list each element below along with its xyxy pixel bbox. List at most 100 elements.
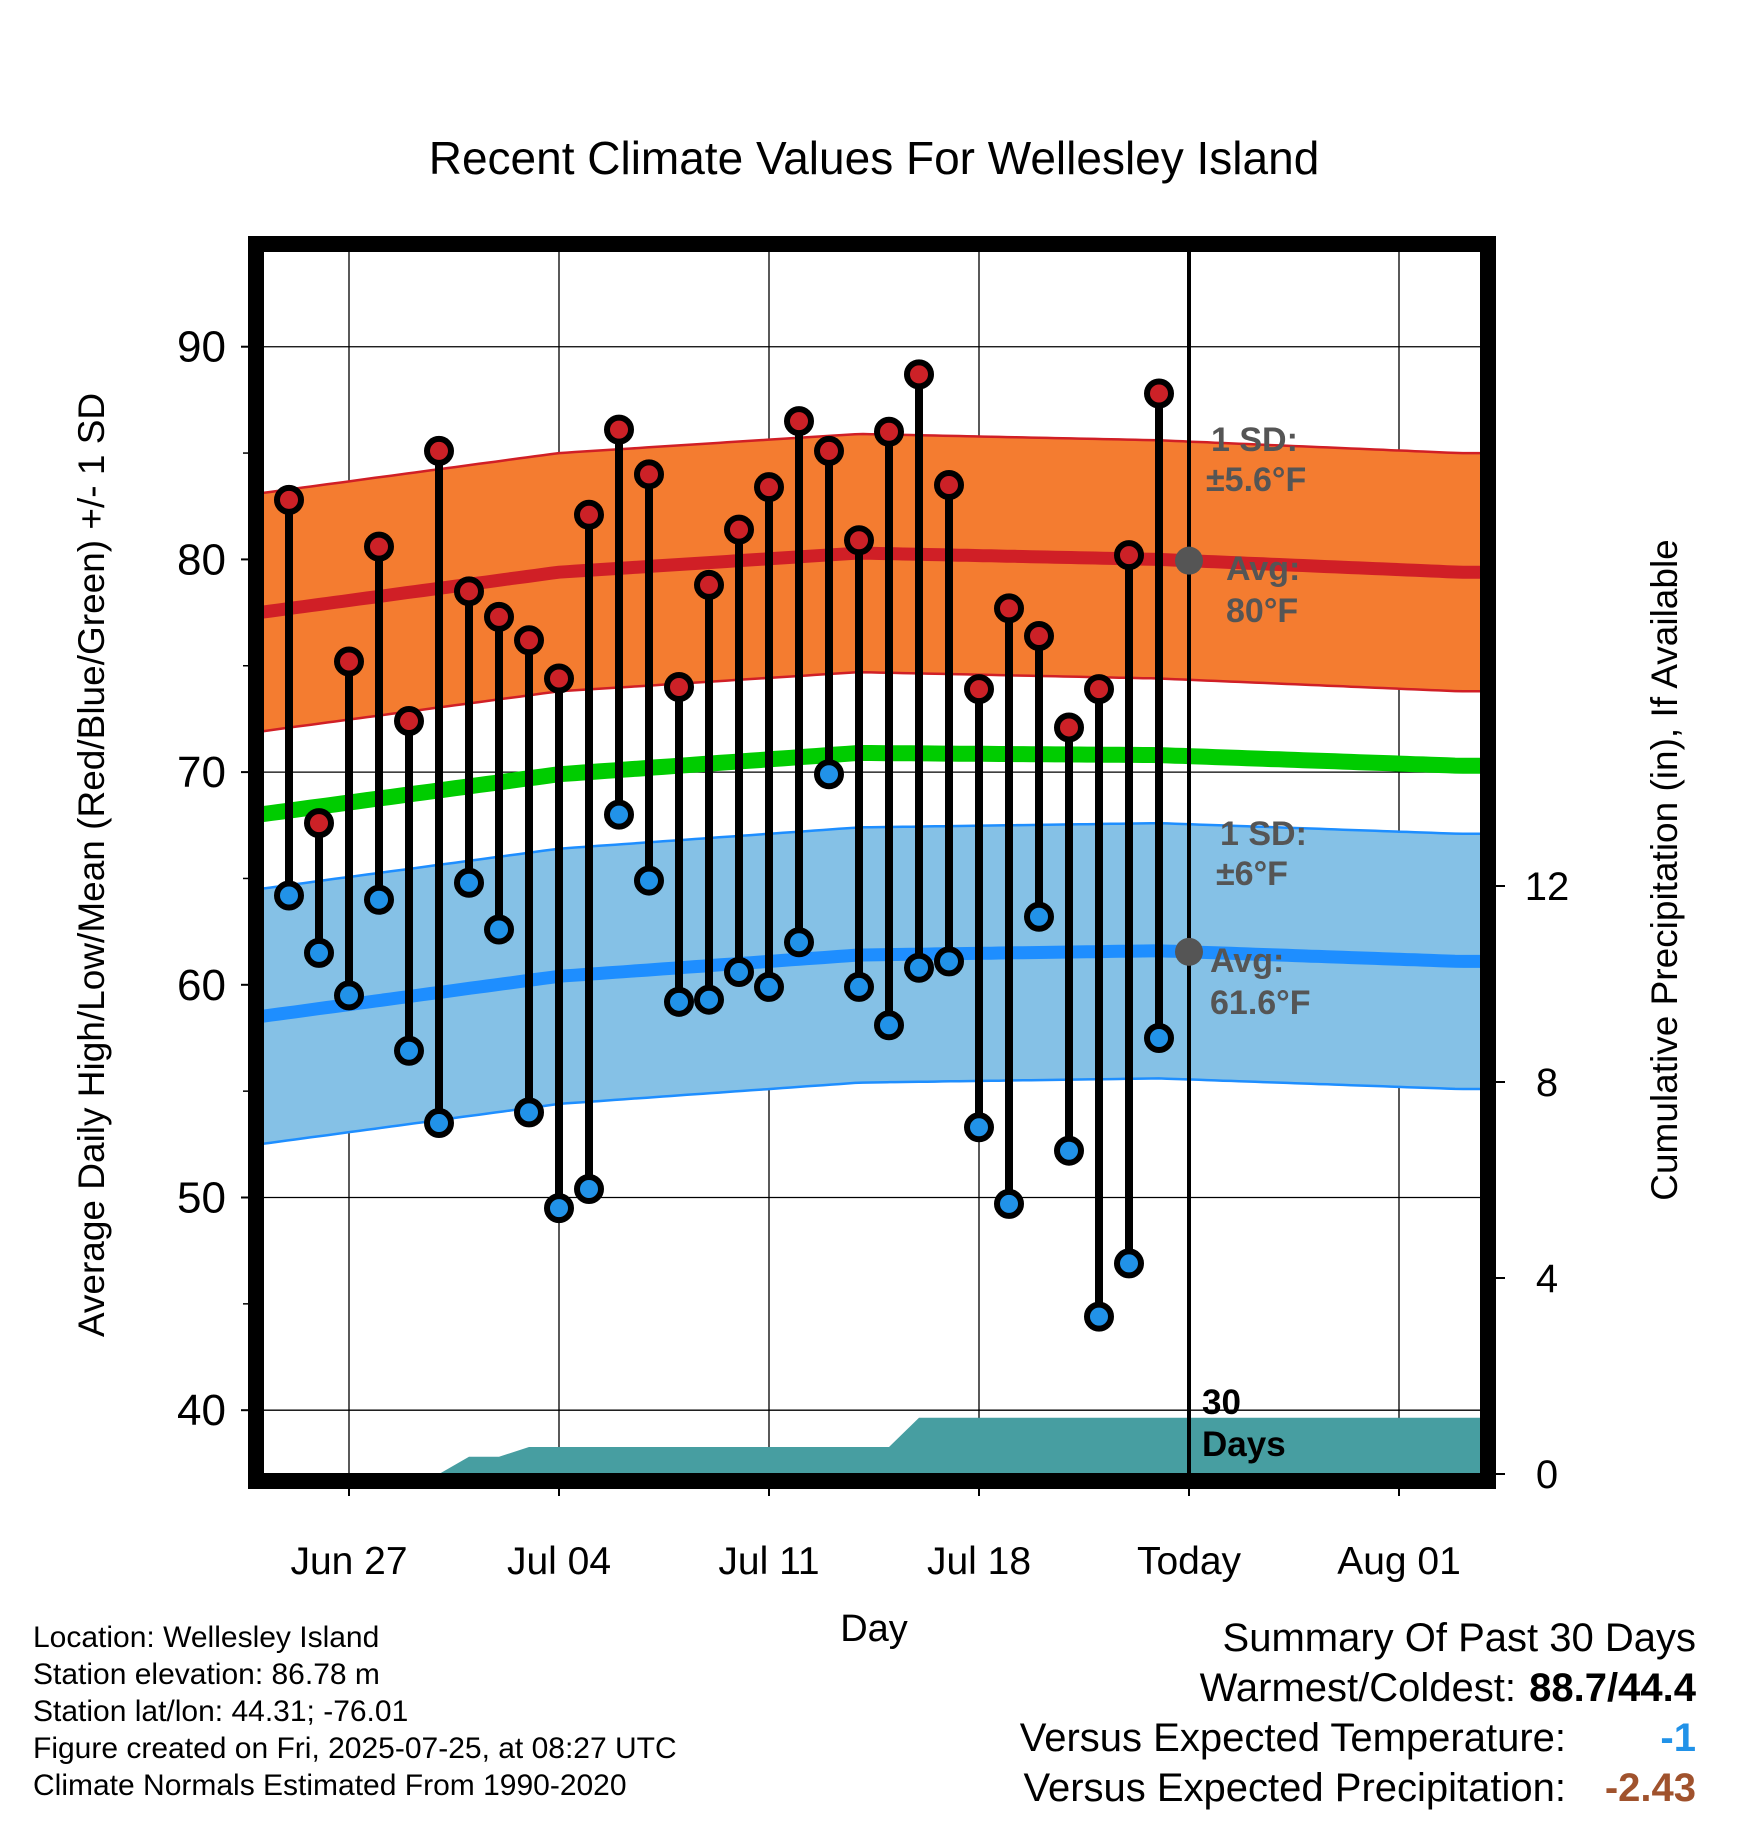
high-avg-value: 80°F (1226, 592, 1298, 630)
daily-high-point (484, 601, 514, 632)
daily-low-point (904, 952, 934, 983)
precip-area (263, 1417, 1481, 1474)
daily-high-point (364, 531, 394, 562)
daily-high-point (1024, 620, 1054, 651)
summary-warm-cold-label: Warmest/Coldest: (1199, 1666, 1516, 1710)
daily-high-point (304, 808, 334, 839)
daily-low-point (994, 1188, 1024, 1219)
y2-tick-label: 4 (1536, 1257, 1558, 1301)
daily-low-point (454, 867, 484, 898)
daily-low-point (724, 957, 754, 988)
avg-low-line (263, 944, 1481, 1023)
low-sd-lower-edge (263, 1077, 1481, 1146)
y2-tick-label: 8 (1536, 1061, 1558, 1105)
y-tick-label: 80 (177, 535, 226, 584)
daily-high-point (1054, 712, 1084, 743)
x-tick-label: Today (1137, 1540, 1242, 1583)
daily-low-point (784, 927, 814, 958)
daily-high-point (1114, 540, 1144, 571)
daily-high-point (784, 406, 814, 437)
daily-low-point (844, 971, 874, 1002)
daily-high-point (1144, 378, 1174, 409)
daily-low-point (394, 1035, 424, 1066)
today-marker (1175, 243, 1203, 1474)
high-sd-band (263, 434, 1481, 732)
window-count: 30 (1202, 1383, 1241, 1422)
daily-low-point (424, 1108, 454, 1139)
y2-tick-label: 12 (1525, 865, 1570, 909)
precipitation-area (263, 1417, 1481, 1474)
daily-low-point (1114, 1248, 1144, 1279)
footer-created: Figure created on Fri, 2025-07-25, at 08… (33, 1732, 677, 1765)
plot-border (248, 236, 1496, 1489)
daily-high-point (724, 514, 754, 545)
summary-warm-cold-value: 88.7/44.4 (1529, 1666, 1696, 1710)
daily-high-point (544, 663, 574, 694)
daily-high-point (874, 416, 904, 447)
x-axis-label: Day (840, 1608, 908, 1650)
daily-high-point (274, 484, 304, 515)
low-avg-title: Avg: (1210, 942, 1284, 980)
daily-high-point (664, 672, 694, 703)
daily-high-point (574, 499, 604, 530)
y-tick-label: 40 (177, 1386, 226, 1435)
avg-mean-line (263, 745, 1481, 823)
daily-low-point (694, 984, 724, 1015)
footer-location: Location: Wellesley Island (33, 1621, 380, 1654)
daily-low-point (484, 914, 514, 945)
daily-high-point (934, 469, 964, 500)
y-tick-label: 60 (177, 961, 226, 1010)
daily-high-point (754, 472, 784, 503)
summary-precip-value: -2.43 (1604, 1766, 1696, 1810)
x-tick-label: Jul 11 (718, 1540, 819, 1583)
daily-high-point (454, 576, 484, 607)
x-tick-label: Aug 01 (1337, 1540, 1461, 1583)
daily-low-point (364, 884, 394, 915)
daily-high-point (634, 459, 664, 490)
plot-frame (248, 236, 1496, 1489)
summary-temp-label: Versus Expected Temperature: (1019, 1716, 1566, 1760)
daily-high-point (814, 435, 844, 466)
daily-low-point (604, 799, 634, 830)
daily-high-point (994, 593, 1024, 624)
today-avg-low-dot (1175, 937, 1203, 966)
daily-high-point (514, 625, 544, 656)
daily-low-point (934, 946, 964, 977)
low-sd-title: 1 SD: (1220, 815, 1307, 853)
daily-high-point (964, 674, 994, 705)
daily-high-point (394, 706, 424, 737)
daily-low-point (814, 759, 844, 790)
daily-stems (274, 359, 1174, 1332)
today-avg-high-dot (1175, 546, 1203, 575)
footer-normals: Climate Normals Estimated From 1990-2020 (33, 1769, 627, 1802)
axes: 40 50 60 70 80 90 0 4 8 12 Jun 27 Jul 04 Jul 11 Jul 1… (177, 323, 1569, 1583)
daily-low-point (754, 971, 784, 1002)
high-sd-title: 1 SD: (1211, 421, 1298, 459)
summary-temp-value: -1 (1660, 1716, 1696, 1760)
chart-title: Recent Climate Values For Wellesley Isla… (429, 132, 1320, 184)
daily-low-point (1024, 901, 1054, 932)
daily-low-point (1084, 1301, 1114, 1332)
y2-axis-label: Cumulative Precipitation (in), If Availa… (1644, 539, 1685, 1201)
summary-precip-label: Versus Expected Precipitation: (1023, 1766, 1566, 1810)
daily-low-point (304, 937, 334, 968)
daily-low-point (334, 980, 364, 1011)
y-tick-label: 90 (177, 323, 226, 372)
daily-low-point (874, 1010, 904, 1041)
summary-title: Summary Of Past 30 Days (1222, 1616, 1696, 1660)
daily-high-point (424, 435, 454, 466)
annotations: 1 SD: ±5.6°F Avg: 80°F 1 SD: ±6°F Avg: 6… (1202, 421, 1311, 1464)
daily-high-point (694, 569, 724, 600)
daily-low-point (964, 1112, 994, 1143)
y-tick-label: 50 (177, 1173, 226, 1222)
footer-latlon: Station lat/lon: 44.31; -76.01 (33, 1695, 409, 1728)
daily-low-point (274, 880, 304, 911)
daily-low-point (664, 986, 694, 1017)
low-sd-value: ±6°F (1216, 855, 1288, 893)
low-avg-value: 61.6°F (1210, 984, 1311, 1022)
high-avg-title: Avg: (1226, 550, 1300, 588)
daily-low-point (574, 1173, 604, 1204)
x-tick-label: Jul 18 (927, 1540, 1031, 1583)
